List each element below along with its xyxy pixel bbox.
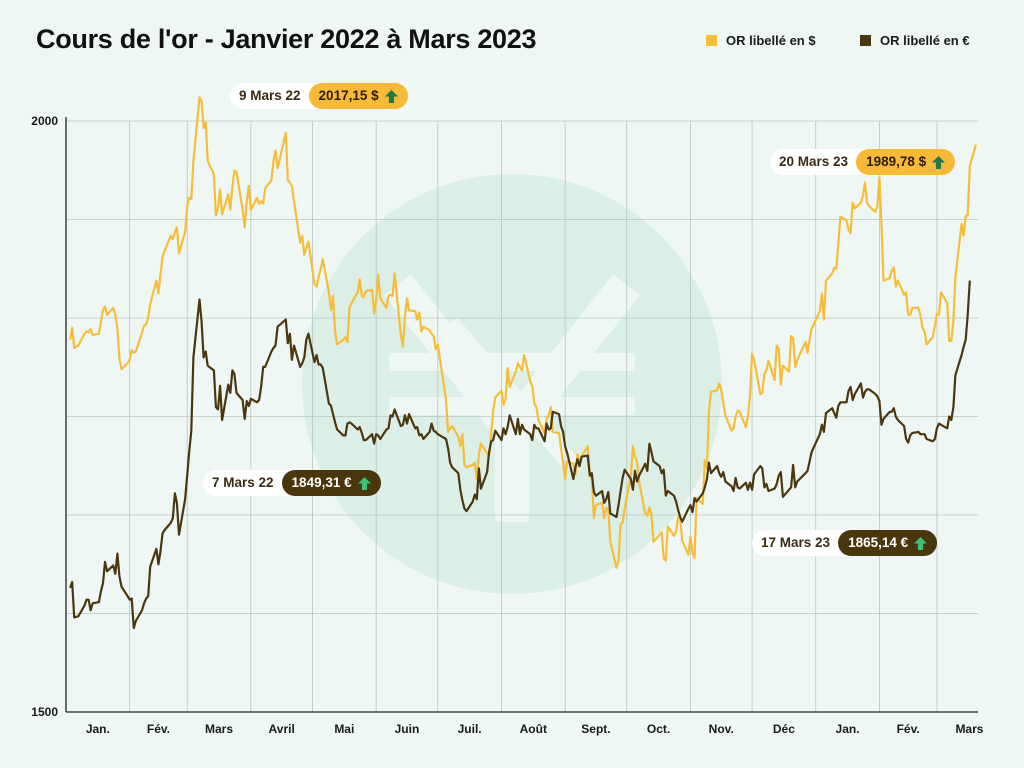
callout-eur-last: 17 Mars 23 1865,14 €: [752, 530, 938, 556]
up-arrow-icon: [932, 155, 946, 169]
x-tick-label: Oct.: [647, 722, 670, 736]
x-tick-label: Juin: [395, 722, 420, 736]
x-tick-label: Avril: [269, 722, 295, 736]
x-tick-label: Jan.: [86, 722, 110, 736]
y-tick-label: 1500: [31, 705, 58, 719]
axes: [65, 117, 978, 713]
x-tick-label: Nov.: [709, 722, 734, 736]
callout-price: 2017,15 $: [308, 83, 408, 109]
x-tick-label: Mai: [334, 722, 354, 736]
legend-swatch-eur: [860, 35, 871, 46]
x-tick-label: Déc: [773, 722, 795, 736]
x-tick-label: Mars: [955, 722, 983, 736]
legend-item-usd: OR libellé en $: [706, 33, 816, 48]
y-tick-label: 2000: [31, 114, 58, 128]
callout-price-value: 1849,31 €: [291, 475, 352, 490]
x-tick-label: Sept.: [581, 722, 610, 736]
callout-price-value: 2017,15 $: [318, 88, 379, 103]
callout-price: 1989,78 $: [856, 149, 956, 175]
series-line-usd: [69, 96, 977, 569]
up-arrow-icon: [914, 536, 928, 550]
callout-eur-high: 7 Mars 22 1849,31 €: [203, 470, 381, 496]
x-tick-label: Fév.: [897, 722, 920, 736]
x-tick-label: Mars: [205, 722, 233, 736]
x-tick-labels: Jan. Fév. Mars Avril Mai Juin Juil. Août Sept. Oc…: [86, 722, 984, 736]
legend-swatch-usd: [706, 35, 717, 46]
x-tick-label: Fév.: [147, 722, 170, 736]
x-tick-label: Août: [520, 722, 547, 736]
legend-item-eur: OR libellé en €: [860, 33, 970, 48]
x-tick-label: Juil.: [458, 722, 482, 736]
callout-price-value: 1865,14 €: [848, 535, 909, 550]
chart-title: Cours de l'or - Janvier 2022 à Mars 2023: [36, 24, 537, 54]
up-arrow-icon: [357, 476, 371, 490]
callout-price: 1849,31 €: [281, 470, 381, 496]
x-tick-label: Jan.: [836, 722, 860, 736]
up-arrow-icon: [384, 89, 398, 103]
callout-price-value: 1989,78 $: [866, 154, 927, 169]
callout-usd-last: 20 Mars 23 1989,78 $: [770, 149, 956, 175]
legend-label-usd: OR libellé en $: [726, 33, 816, 48]
legend-label-eur: OR libellé en €: [880, 33, 970, 48]
series-line-eur: [69, 280, 971, 630]
series-layer: [69, 96, 977, 630]
callout-price: 1865,14 €: [838, 530, 938, 556]
callout-usd-high: 9 Mars 22 2017,15 $: [230, 83, 408, 109]
y-tick-labels: 1500 2000: [31, 114, 58, 719]
